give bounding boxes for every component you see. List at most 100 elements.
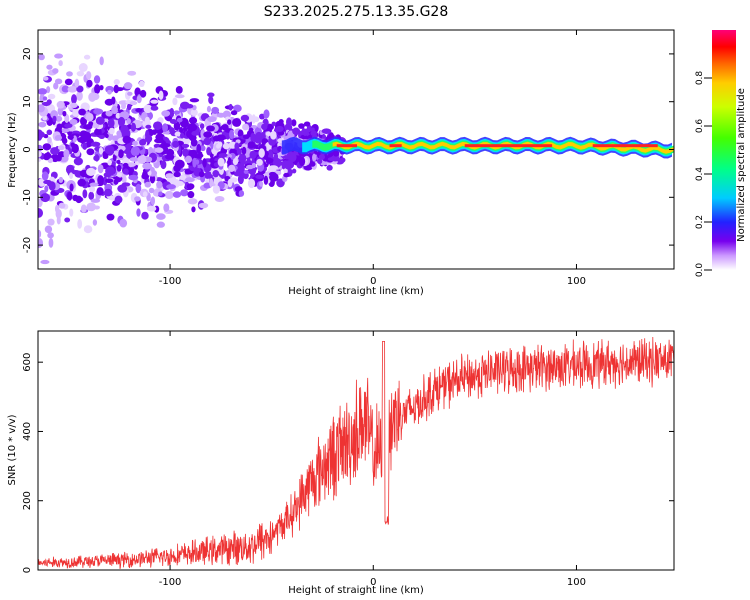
spectrogram-ytick-label: 0 bbox=[22, 146, 33, 152]
spectrogram-blob bbox=[115, 87, 124, 92]
colorbar-label: Normalized spectral amplitude bbox=[736, 88, 747, 242]
spectrogram-blob bbox=[103, 188, 113, 197]
spectrogram-ridge-core bbox=[592, 144, 658, 148]
spectrogram-blob bbox=[77, 178, 87, 187]
spectrogram-blob bbox=[56, 100, 65, 109]
spectrogram-blob bbox=[98, 134, 105, 140]
spectrogram-blob bbox=[38, 151, 42, 158]
spectrogram-blob bbox=[67, 134, 74, 140]
spectrogram-blob bbox=[54, 134, 63, 141]
spectrogram-blob bbox=[242, 123, 250, 131]
spectrogram-blob bbox=[258, 148, 265, 158]
spectrogram-blob bbox=[61, 127, 70, 133]
spectrogram-blob bbox=[289, 152, 297, 162]
spectrogram-blob bbox=[270, 130, 277, 140]
spectrogram-blob bbox=[161, 110, 171, 117]
spectrogram-blob bbox=[62, 110, 67, 117]
spectrogram-blob bbox=[154, 138, 165, 144]
colorbar-tick-label: 0.2 bbox=[695, 215, 705, 229]
spectrogram-blob bbox=[206, 105, 211, 113]
spectrogram-blob bbox=[38, 238, 44, 248]
spectrogram-blob bbox=[120, 124, 129, 135]
spectrogram-blob bbox=[41, 171, 49, 181]
spectrogram-blob bbox=[83, 225, 93, 234]
spectrogram-blob bbox=[76, 71, 85, 77]
spectrogram-blob bbox=[38, 121, 47, 128]
spectrogram-blob bbox=[82, 142, 88, 150]
snr-xtick-label: -100 bbox=[159, 577, 182, 588]
snr-frame bbox=[37, 330, 675, 571]
spectrogram-blob bbox=[99, 56, 104, 66]
spectrogram-blob bbox=[149, 174, 156, 184]
spectrogram-blob bbox=[206, 125, 215, 132]
spectrogram-blob bbox=[57, 145, 65, 151]
spectrogram-blob bbox=[141, 211, 149, 220]
spectrogram-blob bbox=[58, 60, 63, 67]
spectrogram-blob bbox=[267, 149, 274, 160]
spectrogram-blob bbox=[93, 75, 101, 84]
snr-ytick-label: 400 bbox=[22, 422, 33, 441]
spectrogram-blob bbox=[272, 158, 282, 168]
spectrogram-blob bbox=[191, 131, 200, 136]
spectrogram-blob bbox=[67, 191, 73, 201]
spectrogram-blob bbox=[318, 154, 325, 160]
spectrogram-blob bbox=[181, 143, 190, 148]
spectrogram-blob bbox=[186, 129, 194, 139]
spectrogram-blob bbox=[240, 159, 246, 166]
spectrogram-blob bbox=[90, 92, 100, 101]
spectrogram-blob bbox=[187, 191, 195, 199]
spectrogram-blob bbox=[69, 208, 74, 217]
spectrogram-blob bbox=[182, 148, 189, 157]
spectrogram-ridge-band bbox=[332, 141, 674, 154]
spectrogram-blob bbox=[129, 157, 139, 162]
spectrogram-blob bbox=[126, 103, 132, 111]
spectrogram-blob bbox=[153, 143, 161, 149]
spectrogram-blob bbox=[66, 71, 73, 77]
colorbar-tick-label: 0.6 bbox=[695, 119, 705, 134]
spectrogram-blob bbox=[107, 118, 115, 128]
spectrogram-blob bbox=[98, 147, 104, 155]
snr-ylabel: SNR (10 * v/v) bbox=[7, 414, 18, 485]
spectrogram-blob bbox=[95, 116, 105, 125]
spectrogram-blob bbox=[94, 84, 101, 95]
spectrogram-blob bbox=[114, 195, 123, 204]
spectrogram-blob bbox=[144, 181, 151, 188]
spectrogram-blob bbox=[237, 174, 244, 185]
spectrogram-ytick-label: 10 bbox=[22, 95, 33, 108]
spectrogram-blob bbox=[217, 157, 225, 167]
snr-panel: -100 0 100 0 200 400 600 Height of straight li… bbox=[7, 330, 675, 596]
spectrogram-blob bbox=[113, 179, 119, 185]
spectrogram-blob bbox=[321, 128, 332, 134]
spectrogram-blob bbox=[76, 85, 84, 93]
spectrogram-blob bbox=[78, 63, 88, 72]
spectrogram-blob bbox=[43, 152, 52, 160]
snr-ytick-label: 600 bbox=[22, 353, 33, 372]
spectrogram-blob bbox=[126, 118, 131, 125]
spectrogram-blob bbox=[43, 179, 52, 185]
spectrogram-blob bbox=[241, 146, 247, 155]
spectrogram-blob bbox=[179, 132, 185, 139]
spectrogram-blob bbox=[169, 107, 175, 118]
spectrogram-blob bbox=[38, 129, 43, 136]
spectrogram-blob bbox=[44, 185, 49, 193]
spectrogram-blob bbox=[169, 119, 177, 124]
spectrogram-blob bbox=[141, 173, 149, 180]
spectrogram-blob bbox=[78, 108, 86, 116]
spectrogram-blob bbox=[142, 162, 152, 170]
spectrogram-blob bbox=[127, 91, 133, 96]
spectrogram-blob bbox=[46, 129, 53, 136]
spectrogram-blob bbox=[136, 95, 142, 104]
spectrogram-blob bbox=[203, 137, 211, 146]
spectrogram-blob bbox=[174, 94, 185, 99]
spectrogram-blob bbox=[261, 123, 268, 131]
spectrogram-blob bbox=[102, 176, 108, 186]
spectrogram-blob bbox=[104, 133, 109, 139]
spectrogram-blob bbox=[82, 189, 88, 199]
spectrogram-blob bbox=[40, 193, 51, 203]
spectrogram-blob bbox=[96, 187, 104, 196]
spectrogram-blob bbox=[128, 174, 139, 181]
spectrogram-blob bbox=[86, 79, 93, 88]
spectrogram-blob bbox=[158, 191, 163, 196]
spectrogram-blob bbox=[200, 145, 206, 152]
